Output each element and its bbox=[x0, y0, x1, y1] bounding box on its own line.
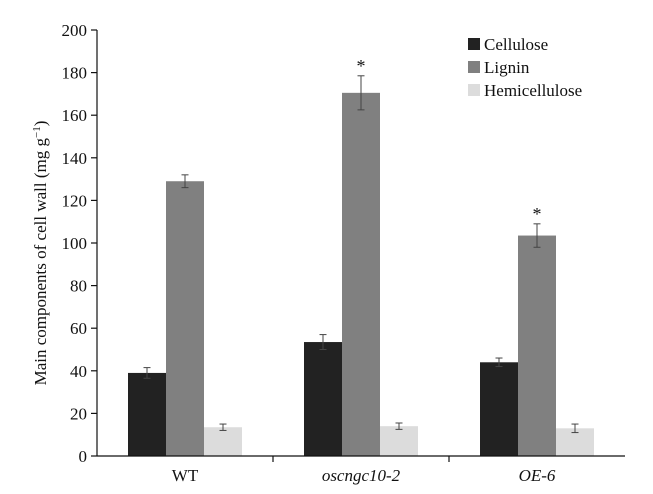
y-tick-label: 60 bbox=[70, 319, 87, 338]
bar-lignin-1 bbox=[342, 92, 380, 457]
error-bar bbox=[357, 75, 365, 111]
y-tick-label: 80 bbox=[70, 277, 87, 296]
legend: Cellulose Lignin Hemicellulose bbox=[468, 35, 582, 100]
y-tick-label: 200 bbox=[62, 21, 88, 40]
bar-cellulose-0 bbox=[128, 372, 166, 456]
x-tick-label: OE-6 bbox=[519, 466, 556, 485]
significance-marker: * bbox=[357, 56, 366, 76]
error-bar bbox=[395, 422, 403, 430]
legend-swatch bbox=[468, 38, 480, 50]
error-bar bbox=[219, 423, 227, 431]
legend-label: Hemicellulose bbox=[484, 81, 582, 100]
y-axis-label: Main components of cell wall (mg g−1) bbox=[31, 121, 50, 386]
error-bar bbox=[143, 367, 151, 379]
y-tick-label: 40 bbox=[70, 362, 87, 381]
bar-hemicellulose-0 bbox=[204, 427, 242, 456]
bar-cellulose-1 bbox=[304, 342, 342, 456]
error-bar bbox=[319, 334, 327, 350]
legend-label: Lignin bbox=[484, 58, 530, 77]
bar-cellulose-2 bbox=[480, 362, 518, 456]
legend-swatch bbox=[468, 61, 480, 73]
y-tick-label: 140 bbox=[62, 149, 88, 168]
y-tick-label: 120 bbox=[62, 191, 88, 210]
y-tick-label: 180 bbox=[62, 64, 88, 83]
y-tick-label: 160 bbox=[62, 106, 88, 125]
error-bar bbox=[181, 174, 189, 189]
legend-item: Hemicellulose bbox=[468, 81, 582, 100]
legend-swatch bbox=[468, 84, 480, 96]
x-tick-label: WT bbox=[172, 466, 199, 485]
bars-layer: ** bbox=[128, 56, 594, 457]
bar-lignin-0 bbox=[166, 181, 204, 457]
bar-lignin-2 bbox=[518, 235, 556, 456]
significance-marker: * bbox=[533, 204, 542, 224]
error-bar bbox=[533, 223, 541, 248]
y-tick-label: 20 bbox=[70, 404, 87, 423]
axes-layer: 0 20 40 60 80 100 120 140 160 180 200 WT oscngc10-2 O… bbox=[31, 21, 625, 485]
error-bar bbox=[495, 357, 503, 368]
legend-item: Cellulose bbox=[468, 35, 548, 54]
legend-item: Lignin bbox=[468, 58, 530, 77]
y-tick-label: 100 bbox=[62, 234, 88, 253]
legend-label: Cellulose bbox=[484, 35, 548, 54]
x-tick-label: oscngc10-2 bbox=[322, 466, 401, 485]
bar-hemicellulose-1 bbox=[380, 426, 418, 456]
error-bar bbox=[571, 423, 579, 434]
y-tick-label: 0 bbox=[79, 447, 88, 466]
